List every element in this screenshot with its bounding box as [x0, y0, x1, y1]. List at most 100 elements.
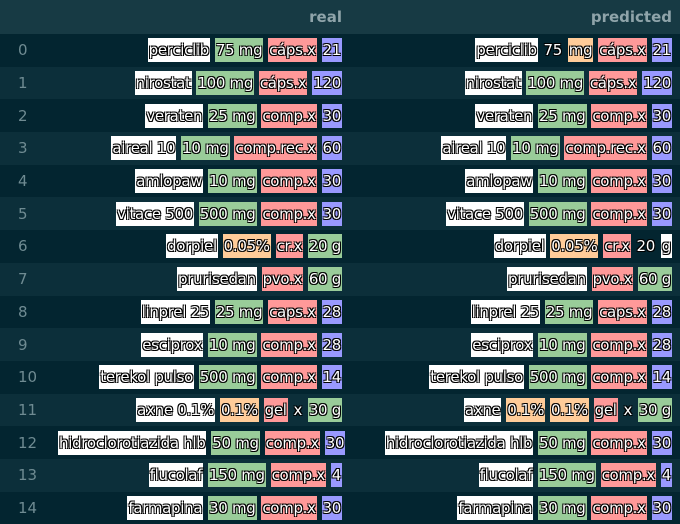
entity-form: cr.x — [275, 234, 304, 259]
entity-dose: 30 g — [637, 397, 672, 422]
real-cell: nirostat 100 mg cáps.x 120 — [58, 67, 350, 100]
entity-dose: 25 mg — [544, 299, 594, 324]
row-index: 7 — [18, 270, 28, 289]
entity-dose: 75 mg — [214, 38, 264, 63]
predicted-cell: axne 0.1% 0.1% gel x 30 g — [350, 394, 680, 427]
real-cell: perciclib 75 mg cáps.x 21 — [58, 34, 350, 67]
entity-name: terekol pulso — [99, 365, 195, 390]
entity-none: 20 — [636, 237, 655, 256]
entity-form: comp.x — [591, 332, 647, 357]
entity-name: aireal 10 — [441, 136, 507, 161]
row-index: 5 — [18, 204, 28, 223]
entity-dose: 10 mg — [511, 136, 560, 161]
real-cell: linprel 25 25 mg caps.x 28 — [58, 296, 350, 329]
predicted-cell: linprel 25 25 mg caps.x 28 — [350, 296, 680, 329]
table-row: 1 nirostat 100 mg cáps.x 120 nirostat 100 … — [0, 66, 680, 100]
row-index: 8 — [18, 302, 28, 321]
entity-qty: 120 — [312, 71, 342, 96]
table-row: 6 dorpiel 0.05% cr.x 20 g dorpiel 0.05% cr… — [0, 230, 680, 263]
entity-qty: 4 — [660, 463, 672, 488]
entity-dose: 10 mg — [208, 332, 257, 357]
entity-name: nirostat — [134, 71, 192, 96]
entity-qty: 30 — [651, 430, 672, 455]
entity-qty: 14 — [651, 365, 672, 390]
entity-form: gel — [593, 397, 618, 422]
header-real: real — [309, 8, 342, 26]
entity-qty: 28 — [651, 332, 672, 357]
entity-qty: 30 — [651, 201, 672, 226]
entity-conc: 0.1% — [219, 397, 259, 422]
predicted-cell: hidroclorotiazida hlb 50 mg comp.x 30 — [350, 426, 680, 459]
entity-dose: 10 mg — [538, 332, 587, 357]
entity-conc: 0.1% — [506, 397, 546, 422]
entity-dose: 25 mg — [214, 299, 264, 324]
table-row: 13 flucolaf 150 mg comp.x 4 flucolaf 150 m… — [0, 458, 680, 492]
entity-none: x — [623, 400, 633, 419]
entity-dose: 500 mg — [198, 365, 257, 390]
entity-dose: 500 mg — [198, 201, 257, 226]
entity-qty: 14 — [321, 365, 342, 390]
entity-form: comp.rec.x — [564, 136, 647, 161]
table-row: 9 esciprox 10 mg comp.x 28 esciprox 10 mg … — [0, 328, 680, 361]
entity-name: axne — [463, 397, 502, 422]
entity-form: comp.x — [261, 169, 317, 194]
entity-dose: 60 g — [637, 267, 672, 292]
entity-qty: 30 — [321, 201, 342, 226]
entity-none: x — [293, 400, 303, 419]
entity-name: linprel 25 — [470, 299, 541, 324]
entity-qty: 30 — [651, 169, 672, 194]
entity-name: prurisedan — [506, 267, 587, 292]
predicted-cell: aireal 10 10 mg comp.rec.x 60 — [350, 132, 680, 165]
entity-name: hidroclorotiazida hlb — [384, 430, 534, 455]
entity-form: pvo.x — [261, 267, 304, 292]
entity-form: caps.x — [598, 299, 647, 324]
table-row: 8 linprel 25 25 mg caps.x 28 linprel 25 25… — [0, 295, 680, 329]
entity-qty: 28 — [321, 332, 342, 357]
entity-dose: 10 mg — [181, 136, 230, 161]
entity-dose: 150 mg — [538, 463, 596, 488]
entity-dose: 10 mg — [538, 169, 587, 194]
entity-name: amlopaw — [465, 169, 534, 194]
entity-dose: 30 mg — [538, 495, 587, 520]
entity-conc: 0.05% — [550, 234, 599, 259]
predicted-cell: perciclib 75 mg cáps.x 21 — [350, 34, 680, 67]
entity-form: comp.x — [591, 169, 647, 194]
entity-qty: 21 — [321, 38, 342, 63]
predicted-cell: veraten 25 mg comp.x 30 — [350, 99, 680, 132]
entity-qty: 28 — [651, 299, 672, 324]
entity-form: caps.x — [268, 299, 317, 324]
entity-qty: 120 — [642, 71, 672, 96]
entity-form: comp.x — [591, 201, 647, 226]
table-row: 14 farmapina 30 mg comp.x 30 farmapina 30 … — [0, 491, 680, 524]
entity-dose: 50 mg — [538, 430, 587, 455]
entity-form: comp.x — [261, 103, 317, 128]
real-cell: hidroclorotiazida hlb 50 mg comp.x 30 — [58, 426, 350, 459]
header-index — [0, 0, 58, 34]
entity-name: aireal 10 — [111, 136, 177, 161]
entity-form: comp.x — [591, 103, 647, 128]
entity-name: amlopaw — [135, 169, 204, 194]
entity-qty: 30 — [321, 169, 342, 194]
row-index: 11 — [18, 400, 38, 419]
predicted-cell: vitace 500 500 mg comp.x 30 — [350, 197, 680, 230]
table-row: 12 hidroclorotiazida hlb 50 mg comp.x 30 h… — [0, 426, 680, 459]
table-row: 4 amlopaw 10 mg comp.x 30 amlopaw 10 mg co… — [0, 164, 680, 198]
predicted-cell: prurisedan pvo.x 60 g — [350, 263, 680, 296]
entity-form: cáps.x — [258, 71, 308, 96]
real-cell: farmapina 30 mg comp.x 30 — [58, 492, 350, 524]
entity-conc: 0.1% — [549, 397, 589, 422]
real-cell: dorpiel 0.05% cr.x 20 g — [58, 230, 350, 263]
table-row: 10 terekol pulso 500 mg comp.x 14 terekol … — [0, 360, 680, 394]
entity-name: prurisedan — [176, 267, 257, 292]
entity-dose: 100 mg — [196, 71, 255, 96]
entity-form: comp.x — [261, 201, 317, 226]
entity-qty: 30 — [321, 103, 342, 128]
entity-form: gel — [263, 397, 288, 422]
row-index: 0 — [18, 41, 28, 60]
entity-name: g — [660, 234, 672, 259]
entity-form: comp.x — [270, 463, 326, 488]
entity-qty: 21 — [651, 38, 672, 63]
row-index: 14 — [18, 498, 38, 517]
entity-name: farmapina — [457, 495, 534, 520]
